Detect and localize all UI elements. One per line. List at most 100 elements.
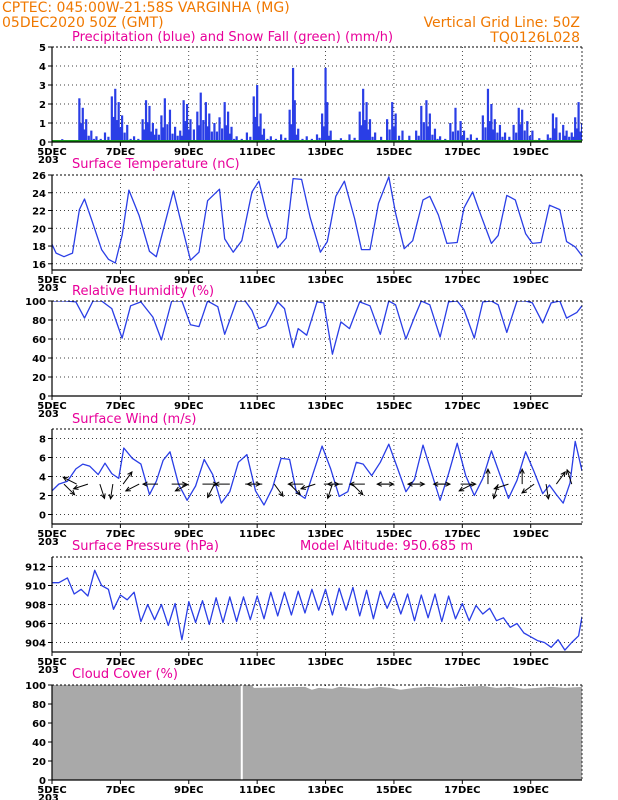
precip-bar [115,120,119,142]
precip-bar [558,132,561,142]
pressure-xtick-label: 9DEC [174,657,203,668]
wind-grid [51,429,582,524]
precip-bar [90,130,93,142]
cloud-xtick-label: 11DEC [239,785,275,796]
precip-bar [374,132,377,142]
rh-data [52,301,582,355]
precip-bar [408,135,411,142]
pressure-subtitle: Model Altitude: 950.685 m [300,539,473,554]
wind-arrow-head [108,493,114,501]
precip-bar [261,134,264,142]
precip-bar [254,116,257,142]
pressure-ytick-label: 912 [25,563,46,574]
precip-bar [512,124,515,142]
precip-bar [491,129,495,142]
wind-arrow-head [432,481,439,487]
pressure-xtick-label: 17DEC [444,657,480,668]
precip-bar [327,135,331,142]
rh-ytick-label: 60 [32,335,46,346]
precip-bar [284,137,287,142]
wind-arrow-head [565,468,571,475]
header-grid-line: Vertical Grid Line: 50Z [424,15,580,31]
precip-bar [163,98,166,142]
precip-bar [187,129,190,142]
precip-bar [215,131,219,142]
wind-xtick-label: 9DEC [174,529,203,540]
wind-arrow-head [545,493,551,501]
cloud-xtick-label: 15DEC [376,785,412,796]
temp-ytick-label: 20 [32,224,46,235]
wind-arrow [207,483,215,498]
precip-bar [120,115,124,142]
precip-bar [427,126,430,142]
wind-arrow-head [299,484,307,490]
cloud-ytick-label: 80 [32,700,46,711]
precip-bar [87,135,90,142]
wind-arrow-head [406,481,413,487]
precip-bar [422,122,425,142]
precip-bar [119,127,122,142]
precip-xtick-label: 5DEC [37,147,66,158]
precip-bar [498,124,502,142]
wind-arrow-head [357,489,364,496]
wind-data [52,440,582,506]
precip-xtick-label: 17DEC [444,147,480,158]
cloud-area [52,685,582,780]
precip-bar [481,115,484,142]
precip-bar [226,111,230,142]
precip-bar [371,136,374,142]
precip-bar [141,119,144,142]
wind-arrow [63,483,75,496]
precip-ytick-label: 5 [39,43,46,54]
precip-bar [143,129,146,142]
precip-bar [575,128,578,142]
wind-arrow-head [124,486,131,492]
precip-bar [176,135,179,142]
precip-bar [508,136,511,142]
wind-arrow [545,484,549,499]
precip-bar [574,117,577,142]
precip-bar [112,116,115,142]
precip-ytick-label: 0 [39,138,46,149]
precip-bar [363,120,366,142]
wind-arrow-head [485,467,491,474]
precip-bar [579,131,582,142]
wind-arrow-head [560,471,566,477]
temp-ytick-label: 24 [32,189,46,200]
precip-bar [79,123,83,142]
precip-ytick-label: 2 [39,100,46,111]
rh-ytick-label: 0 [39,392,46,403]
precip-bar [322,126,325,142]
temp-ytick-label: 18 [32,242,46,253]
precip-bar [428,113,431,142]
wind-xtick-label: 19DEC [513,529,549,540]
precip-bar [204,102,207,142]
precip-bar [433,128,437,142]
wind-xtick-label: 11DEC [239,529,275,540]
precip-title: Precipitation (blue) and Snow Fall (gree… [72,30,393,45]
precip-bar [553,128,556,142]
precip-bar [213,123,216,142]
wind-title: Surface Wind (m/s) [72,412,196,427]
pressure-title: Surface Pressure (hPa) [72,539,219,554]
precip-bar [252,96,255,142]
cloud-xtick-label: 5DEC [37,785,66,796]
temp-panel: Surface Temperature (nC) 16 18 20 22 24 26 5DEC… [32,157,583,294]
precip-bar [81,107,84,142]
wind-arrow-head [493,484,500,490]
precip-bar [385,119,389,142]
pressure-year-stub: 203 [38,665,59,676]
precip-bar [245,132,249,142]
temp-xtick-label: 9DEC [174,275,203,286]
precip-bar [517,107,520,142]
pressure-xtick-label: 7DEC [106,657,135,668]
wind-arrow [125,483,140,492]
precip-bar [401,130,404,142]
rh-ytick-label: 40 [32,354,46,365]
precip-bar [353,137,356,142]
rh-xtick-label: 17DEC [444,401,480,412]
precip-bar [160,115,163,142]
wind-arrow-head [181,481,188,487]
precip-bar [565,130,568,142]
precip-bar [380,136,383,142]
